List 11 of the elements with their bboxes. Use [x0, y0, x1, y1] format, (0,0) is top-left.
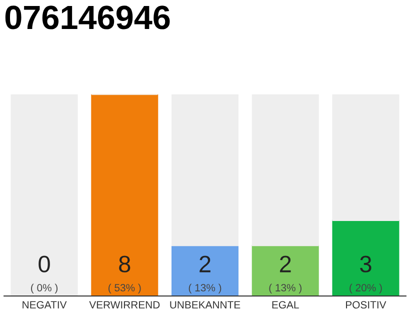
x-tick-label: POSITIV [346, 301, 386, 309]
x-tick-label: NEGATIV [22, 301, 67, 309]
data-label: 3 ( 20% ) [350, 256, 382, 294]
x-tick-label: UNBEKANNTE [170, 301, 240, 309]
x-tick-label: VERWIRREND [89, 301, 160, 308]
data-label: 2 ( 13% ) [269, 256, 302, 294]
data-label: 0 ( 0% ) [31, 256, 58, 294]
x-tick-label: EGAL [272, 301, 299, 309]
chart-title: 076146946 [5, 6, 170, 30]
data-label: 8 ( 53% ) [108, 256, 141, 294]
data-label: 2 ( 13% ) [188, 256, 222, 294]
